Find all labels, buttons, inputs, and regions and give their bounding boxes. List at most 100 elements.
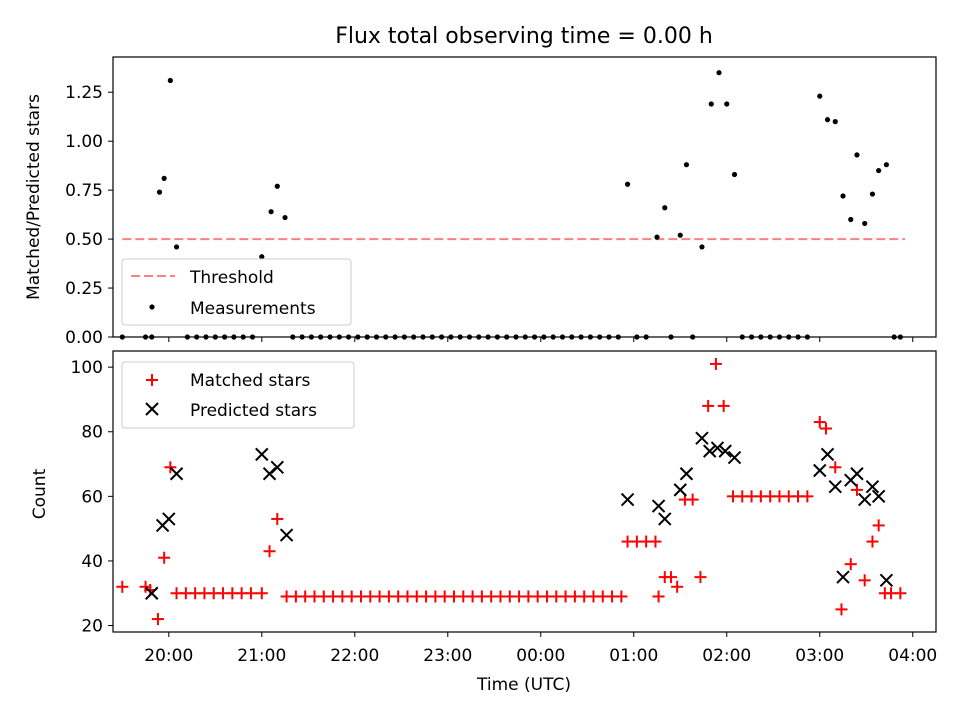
matched-star-point bbox=[866, 535, 879, 548]
x-tick-label: 21:00 bbox=[237, 646, 286, 666]
matched-star-point bbox=[844, 558, 857, 571]
top-y-tick-label: 1.00 bbox=[65, 132, 103, 152]
measurement-point bbox=[167, 77, 173, 84]
measurement-point bbox=[862, 220, 868, 227]
predicted-star-mark-b bbox=[673, 483, 687, 497]
measurement-point bbox=[817, 93, 823, 99]
top-y-tick-label: 0.75 bbox=[65, 181, 103, 201]
predicted-star-point bbox=[727, 450, 742, 465]
predicted-star-point bbox=[255, 447, 269, 462]
legend-predicted-swatch bbox=[145, 402, 159, 416]
x-tick-label: 01:00 bbox=[609, 646, 658, 666]
predicted-star-mark-b bbox=[695, 431, 709, 445]
matched-star-point bbox=[271, 512, 284, 525]
measurement-point bbox=[876, 167, 882, 174]
top-axes-frame bbox=[112, 56, 937, 338]
bottom-y-tick-label: 60 bbox=[81, 487, 103, 507]
matched-star-point bbox=[652, 590, 665, 603]
predicted-star-point bbox=[695, 431, 709, 445]
legend-matched-label: Matched stars bbox=[190, 371, 310, 391]
predicted-star-point bbox=[169, 467, 184, 481]
measurement-point bbox=[840, 193, 846, 199]
top-y-axis-label: Matched/Predicted stars bbox=[24, 94, 44, 300]
predicted-star-point bbox=[850, 467, 864, 481]
x-axis-label: Time (UTC) bbox=[476, 675, 571, 695]
matched-star-point bbox=[244, 587, 257, 600]
matched-star-point bbox=[116, 580, 129, 593]
measurement-point bbox=[156, 189, 163, 195]
predicted-star-point bbox=[703, 444, 717, 458]
measurement-point bbox=[662, 205, 668, 211]
bottom-y-axis-label: Count bbox=[30, 468, 50, 519]
top-legend: Threshold Measurements bbox=[121, 258, 352, 326]
legend-measurements-swatch bbox=[149, 304, 155, 310]
predicted-star-point bbox=[620, 492, 635, 507]
matched-star-point bbox=[164, 461, 177, 474]
predicted-star-mark-b bbox=[727, 450, 742, 465]
measurement-point bbox=[848, 216, 854, 223]
matched-star-point bbox=[158, 551, 171, 564]
matched-star-point bbox=[151, 613, 164, 626]
predicted-star-point bbox=[828, 479, 842, 494]
matched-star-point bbox=[717, 399, 730, 412]
predicted-star-point bbox=[651, 499, 666, 513]
predicted-star-mark-b bbox=[879, 573, 894, 588]
bottom-legend-box bbox=[121, 361, 355, 429]
predicted-star-mark-b bbox=[850, 467, 864, 481]
measurement-point bbox=[824, 117, 831, 123]
x-tick-label: 20:00 bbox=[144, 646, 193, 666]
top-y-tick-label: 0.00 bbox=[65, 328, 103, 348]
predicted-star-mark-b bbox=[679, 467, 694, 481]
bottom-y-tick-label: 80 bbox=[81, 423, 103, 443]
bottom-legend: Matched stars Predicted stars bbox=[121, 361, 355, 429]
matched-star-point bbox=[858, 574, 871, 587]
predicted-star-mark-b bbox=[255, 447, 269, 462]
measurement-point bbox=[716, 70, 722, 76]
predicted-star-mark-b bbox=[718, 444, 732, 458]
predicted-star-point bbox=[710, 441, 725, 455]
predicted-star-mark-b bbox=[813, 463, 827, 478]
matched-star-point bbox=[801, 490, 814, 503]
legend-measurements-label: Measurements bbox=[190, 299, 316, 319]
measurement-point bbox=[161, 175, 167, 181]
predicted-star-mark-b bbox=[857, 492, 872, 507]
x-tick-label: 22:00 bbox=[330, 646, 379, 666]
matched-star-point bbox=[819, 422, 832, 435]
predicted-star-point bbox=[813, 463, 827, 478]
matched-star-point bbox=[649, 535, 662, 548]
legend-predicted-label: Predicted stars bbox=[190, 401, 317, 421]
predicted-star-mark-b bbox=[836, 570, 850, 584]
matched-star-point bbox=[615, 590, 628, 603]
predicted-star-mark-b bbox=[703, 444, 717, 458]
measurement-point bbox=[699, 244, 705, 250]
measurement-point bbox=[677, 232, 683, 238]
predicted-star-point bbox=[879, 573, 894, 588]
predicted-star-mark-b bbox=[270, 460, 284, 474]
measurement-point bbox=[173, 244, 180, 250]
matched-star-point bbox=[872, 519, 885, 532]
bottom-y-tick-label: 100 bbox=[71, 358, 103, 378]
measurement-point bbox=[883, 162, 890, 168]
top-y-tick-label: 0.50 bbox=[65, 230, 103, 250]
measurement-point bbox=[869, 191, 876, 197]
x-tick-label: 02:00 bbox=[702, 646, 751, 666]
measurement-point bbox=[654, 234, 660, 240]
bottom-y-tick-label: 20 bbox=[81, 617, 103, 637]
matched-star-point bbox=[709, 357, 722, 370]
matched-star-point bbox=[263, 545, 276, 558]
matched-star-point bbox=[664, 571, 677, 584]
predicted-star-point bbox=[718, 444, 732, 458]
predicted-star-point bbox=[145, 586, 159, 600]
predicted-star-point bbox=[871, 489, 886, 504]
x-tick-label: 00:00 bbox=[516, 646, 565, 666]
matched-star-point bbox=[829, 461, 842, 474]
axes-ticks: 0.00 0.25 0.50 0.75 1.00 1.25 20 40 60 80 100 20:00… bbox=[65, 83, 937, 666]
predicted-star-point bbox=[658, 512, 672, 526]
legend-matched-swatch bbox=[146, 374, 158, 386]
matched-star-point bbox=[702, 399, 715, 412]
predicted-star-point bbox=[865, 479, 880, 494]
x-tick-label: 04:00 bbox=[888, 646, 937, 666]
predicted-star-mark-b bbox=[658, 512, 672, 526]
measurement-point bbox=[683, 162, 690, 168]
